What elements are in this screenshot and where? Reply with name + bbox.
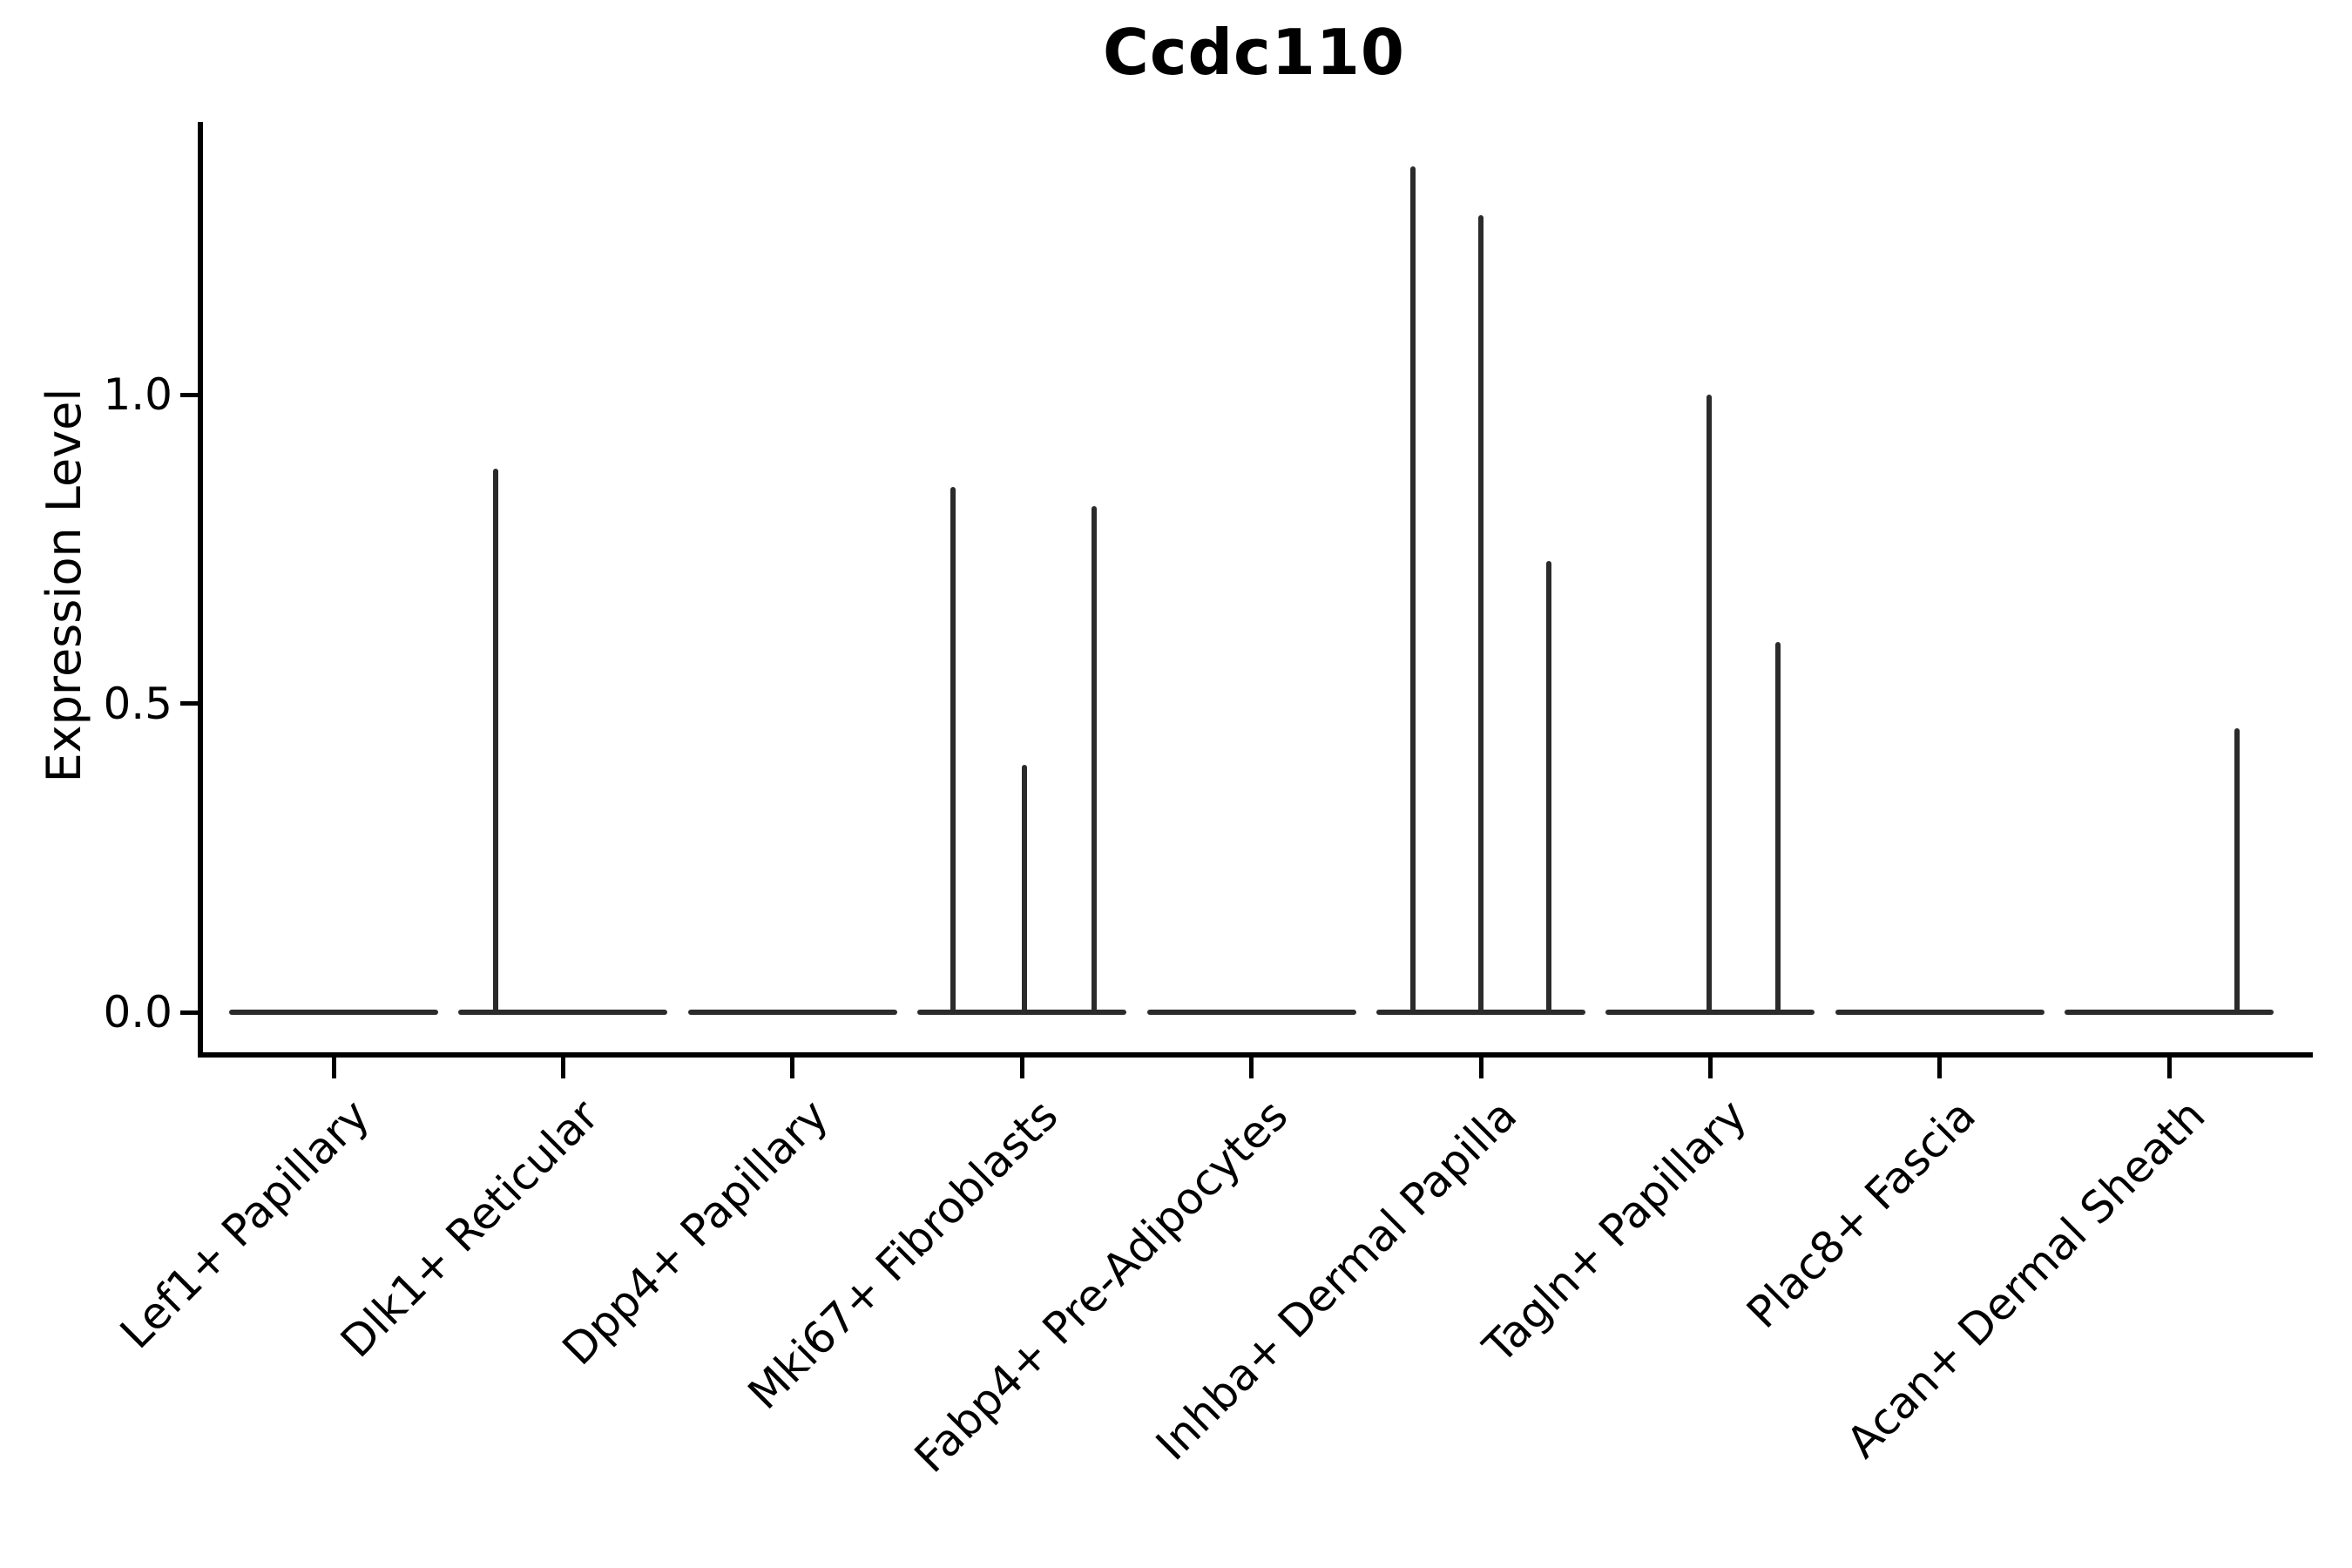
violin-spike [1092, 505, 1098, 1012]
y-tick-label: 0.0 [103, 987, 172, 1037]
y-tick-mark [180, 701, 198, 706]
violin-baseline [1376, 1010, 1585, 1015]
violin-spike [1707, 395, 1713, 1012]
x-tick-label: Fabp4+ Pre-Adipocytes [904, 1090, 1297, 1483]
violin-baseline [1835, 1010, 2044, 1015]
chart-title: Ccdc110 [1102, 16, 1406, 89]
x-tick-label: Lef1+ Papillary [111, 1090, 380, 1359]
violin-spike [493, 469, 499, 1012]
y-tick-label: 1.0 [103, 369, 172, 420]
violin-baseline [229, 1010, 438, 1015]
violin-spike [1410, 166, 1416, 1012]
violin-baseline [458, 1010, 668, 1015]
violin-spike [1478, 215, 1484, 1012]
x-tick-mark [1249, 1054, 1254, 1078]
violin-baseline [687, 1010, 897, 1015]
x-tick-mark [331, 1054, 336, 1078]
y-axis-spine [198, 122, 203, 1057]
x-tick-label: Plac8+ Fascia [1737, 1090, 1986, 1339]
violin-spike [1546, 561, 1551, 1012]
violin-baseline [1146, 1010, 1356, 1015]
y-tick-mark [180, 392, 198, 397]
violin-baseline [917, 1010, 1127, 1015]
violin-spike [2234, 727, 2240, 1012]
x-axis-spine [198, 1052, 2313, 1058]
violin-spike [1022, 765, 1028, 1012]
violin-baseline [2065, 1010, 2274, 1015]
x-tick-mark [1019, 1054, 1024, 1078]
violin-baseline [1605, 1010, 1815, 1015]
x-tick-mark [2166, 1054, 2172, 1078]
x-tick-mark [1707, 1054, 1713, 1078]
x-tick-mark [790, 1054, 795, 1078]
y-tick-label: 0.5 [103, 678, 172, 729]
y-tick-mark [180, 1010, 198, 1015]
x-tick-mark [1478, 1054, 1484, 1078]
x-tick-mark [1937, 1054, 1943, 1078]
violin-spike [950, 487, 956, 1012]
violin-spike [1775, 641, 1781, 1012]
x-tick-mark [560, 1054, 565, 1078]
